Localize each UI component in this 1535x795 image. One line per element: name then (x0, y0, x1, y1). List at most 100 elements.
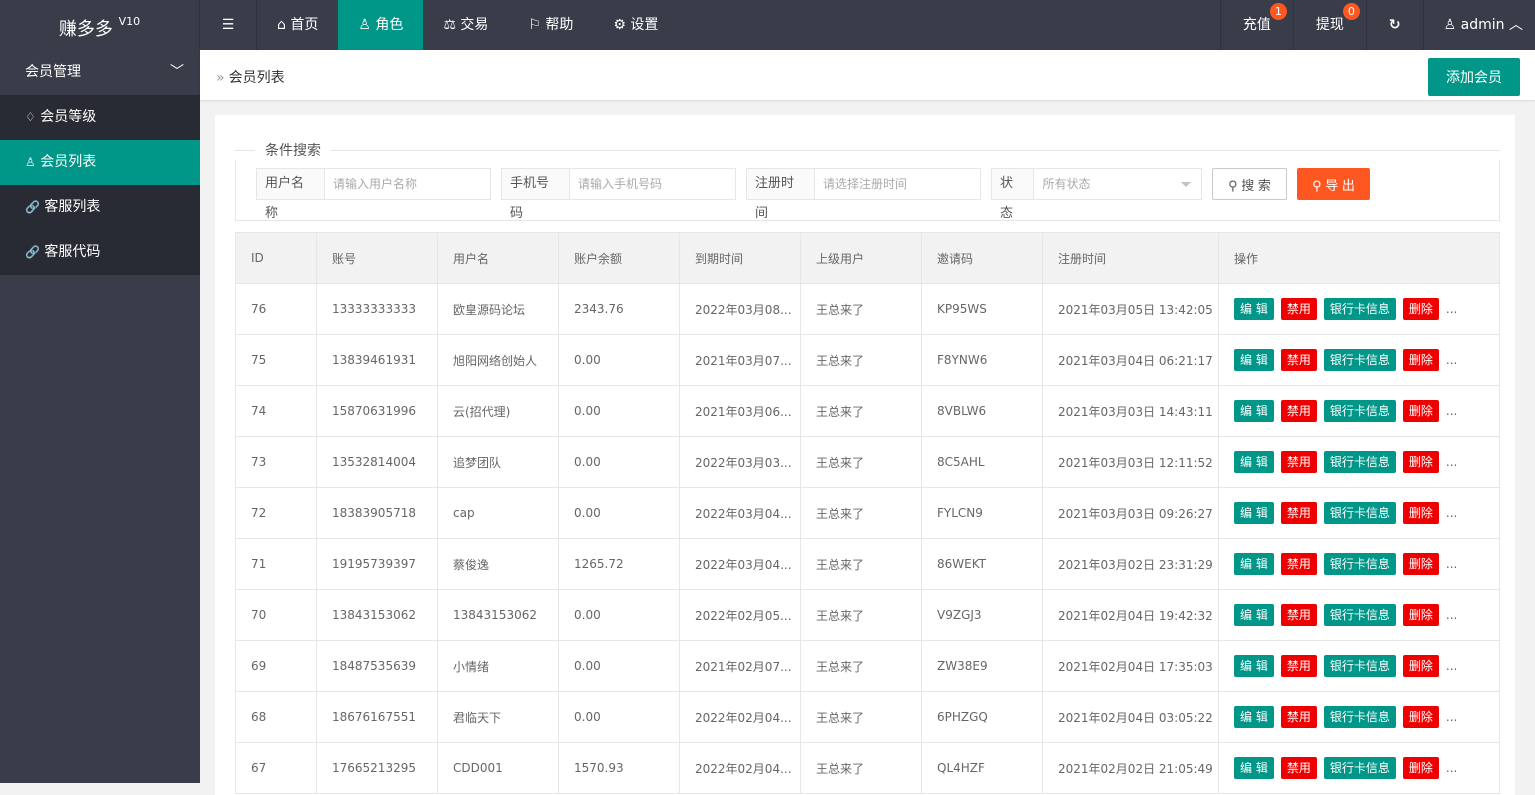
delete-button[interactable]: 删除 (1402, 400, 1439, 422)
edit-button[interactable]: 编 辑 (1234, 400, 1274, 422)
more-button[interactable]: ... (1445, 353, 1458, 367)
disable-button[interactable]: 禁用 (1280, 502, 1317, 524)
status-select[interactable]: 所有状态 (1034, 169, 1201, 199)
more-button[interactable]: ... (1445, 608, 1458, 622)
table-cell: 2021年03月03日 12:11:52 (1042, 436, 1219, 488)
withdraw-badge: 0 (1342, 3, 1360, 20)
logo: 赚多多 V10 (0, 0, 200, 50)
delete-button[interactable]: 删除 (1402, 757, 1439, 779)
more-button[interactable]: ... (1445, 455, 1458, 469)
more-button[interactable]: ... (1445, 506, 1458, 520)
more-button[interactable]: ... (1445, 557, 1458, 571)
bank-card-button[interactable]: 银行卡信息 (1323, 502, 1396, 524)
table-cell: 欧皇源码论坛 (437, 283, 559, 335)
table-cell: 王总来了 (800, 742, 922, 794)
more-button[interactable]: ... (1445, 302, 1458, 316)
user-menu[interactable]: ♙ admin ︿ (1422, 0, 1535, 50)
disable-button[interactable]: 禁用 (1280, 553, 1317, 575)
table-cell: 王总来了 (800, 691, 922, 743)
table-row: 68 18676167551 君临天下 0.00 2022年02月04... 王总来了 6P… (235, 691, 1500, 743)
table-cell: 1570.93 (558, 742, 680, 794)
sidebar-item-label: 客服代码 (44, 244, 101, 260)
bank-card-button[interactable]: 银行卡信息 (1323, 553, 1396, 575)
user-icon: ♙ (25, 155, 36, 169)
sidebar-group-member[interactable]: 会员管理 ﹀ (0, 50, 200, 95)
bank-card-button[interactable]: 银行卡信息 (1323, 400, 1396, 422)
nav-tab-2[interactable]: ⚖ 交易 (423, 0, 508, 50)
username-input[interactable] (325, 169, 490, 199)
edit-button[interactable]: 编 辑 (1234, 502, 1274, 524)
bank-card-button[interactable]: 银行卡信息 (1323, 655, 1396, 677)
delete-button[interactable]: 删除 (1402, 553, 1439, 575)
disable-button[interactable]: 禁用 (1280, 298, 1317, 320)
sidebar-item-0[interactable]: ♢ 会员等级 (0, 95, 200, 140)
top-right: 充值 1 提现 0 ↻ ♙ admin ︿ (1219, 0, 1535, 50)
bank-card-button[interactable]: 银行卡信息 (1323, 298, 1396, 320)
column-header: 用户名 (437, 232, 559, 284)
sidebar-item-3[interactable]: 🔗 客服代码 (0, 230, 200, 275)
disable-button[interactable]: 禁用 (1280, 706, 1317, 728)
table-cell: 0.00 (558, 487, 680, 539)
more-button[interactable]: ... (1445, 761, 1458, 775)
nav-tab-1[interactable]: ♙ 角色 (338, 0, 424, 50)
nav-tab-3[interactable]: ⚐ 帮助 (508, 0, 593, 50)
add-member-button[interactable]: 添加会员 (1428, 58, 1520, 96)
delete-button[interactable]: 删除 (1402, 298, 1439, 320)
disable-button[interactable]: 禁用 (1280, 451, 1317, 473)
disable-button[interactable]: 禁用 (1280, 349, 1317, 371)
link-icon: 🔗 (25, 200, 40, 214)
delete-button[interactable]: 删除 (1402, 655, 1439, 677)
withdraw-button[interactable]: 提现 0 (1292, 0, 1366, 50)
column-header: 账户余额 (558, 232, 680, 284)
menu-toggle-button[interactable]: ☰ (200, 0, 257, 50)
edit-button[interactable]: 编 辑 (1234, 706, 1274, 728)
edit-button[interactable]: 编 辑 (1234, 757, 1274, 779)
delete-button[interactable]: 删除 (1402, 706, 1439, 728)
table-cell: 2021年03月05日 13:42:05 (1042, 283, 1219, 335)
delete-button[interactable]: 删除 (1402, 604, 1439, 626)
search-button[interactable]: ⚲ 搜 索 (1212, 168, 1287, 200)
table-cell: 2021年03月03日 09:26:27 (1042, 487, 1219, 539)
disable-button[interactable]: 禁用 (1280, 757, 1317, 779)
table-row: 71 19195739397 蔡俊逸 1265.72 2022年03月04... 王总来了… (235, 538, 1500, 590)
disable-button[interactable]: 禁用 (1280, 400, 1317, 422)
bank-card-button[interactable]: 银行卡信息 (1323, 706, 1396, 728)
top-nav: ☰ ⌂ 首页 ♙ 角色 ⚖ 交易 ⚐ 帮助 ⚙ 设置 (200, 0, 678, 50)
refresh-button[interactable]: ↻ (1365, 0, 1423, 50)
delete-button[interactable]: 删除 (1402, 451, 1439, 473)
column-header: 到期时间 (679, 232, 801, 284)
bank-card-button[interactable]: 银行卡信息 (1323, 349, 1396, 371)
bank-card-button[interactable]: 银行卡信息 (1323, 604, 1396, 626)
edit-button[interactable]: 编 辑 (1234, 349, 1274, 371)
edit-button[interactable]: 编 辑 (1234, 298, 1274, 320)
status-value: 所有状态 (1042, 177, 1091, 191)
disable-button[interactable]: 禁用 (1280, 655, 1317, 677)
table-cell: 王总来了 (800, 640, 922, 692)
table-row: 75 13839461931 旭阳网络创始人 0.00 2021年03月07... 王总来… (235, 334, 1500, 386)
recharge-button[interactable]: 充值 1 (1219, 0, 1293, 50)
table-cell: 18487535639 (316, 640, 438, 692)
bank-card-button[interactable]: 银行卡信息 (1323, 757, 1396, 779)
export-button[interactable]: ⚲ 导 出 (1297, 168, 1370, 200)
edit-button[interactable]: 编 辑 (1234, 655, 1274, 677)
edit-button[interactable]: 编 辑 (1234, 451, 1274, 473)
table-cell: 1265.72 (558, 538, 680, 590)
edit-button[interactable]: 编 辑 (1234, 604, 1274, 626)
delete-button[interactable]: 删除 (1402, 349, 1439, 371)
sidebar-item-2[interactable]: 🔗 客服列表 (0, 185, 200, 230)
table-cell: 0.00 (558, 640, 680, 692)
more-button[interactable]: ... (1445, 710, 1458, 724)
regtime-input[interactable] (815, 169, 980, 199)
more-button[interactable]: ... (1445, 404, 1458, 418)
phone-input[interactable] (570, 169, 735, 199)
more-button[interactable]: ... (1445, 659, 1458, 673)
edit-button[interactable]: 编 辑 (1234, 553, 1274, 575)
table-row: 69 18487535639 小情绪 0.00 2021年02月07... 王总来了 ZW3… (235, 640, 1500, 692)
bank-card-button[interactable]: 银行卡信息 (1323, 451, 1396, 473)
nav-tab-0[interactable]: ⌂ 首页 (257, 0, 338, 50)
table-cell: 8VBLW6 (921, 385, 1043, 437)
delete-button[interactable]: 删除 (1402, 502, 1439, 524)
disable-button[interactable]: 禁用 (1280, 604, 1317, 626)
nav-tab-4[interactable]: ⚙ 设置 (593, 0, 678, 50)
sidebar-item-1[interactable]: ♙ 会员列表 (0, 140, 200, 185)
